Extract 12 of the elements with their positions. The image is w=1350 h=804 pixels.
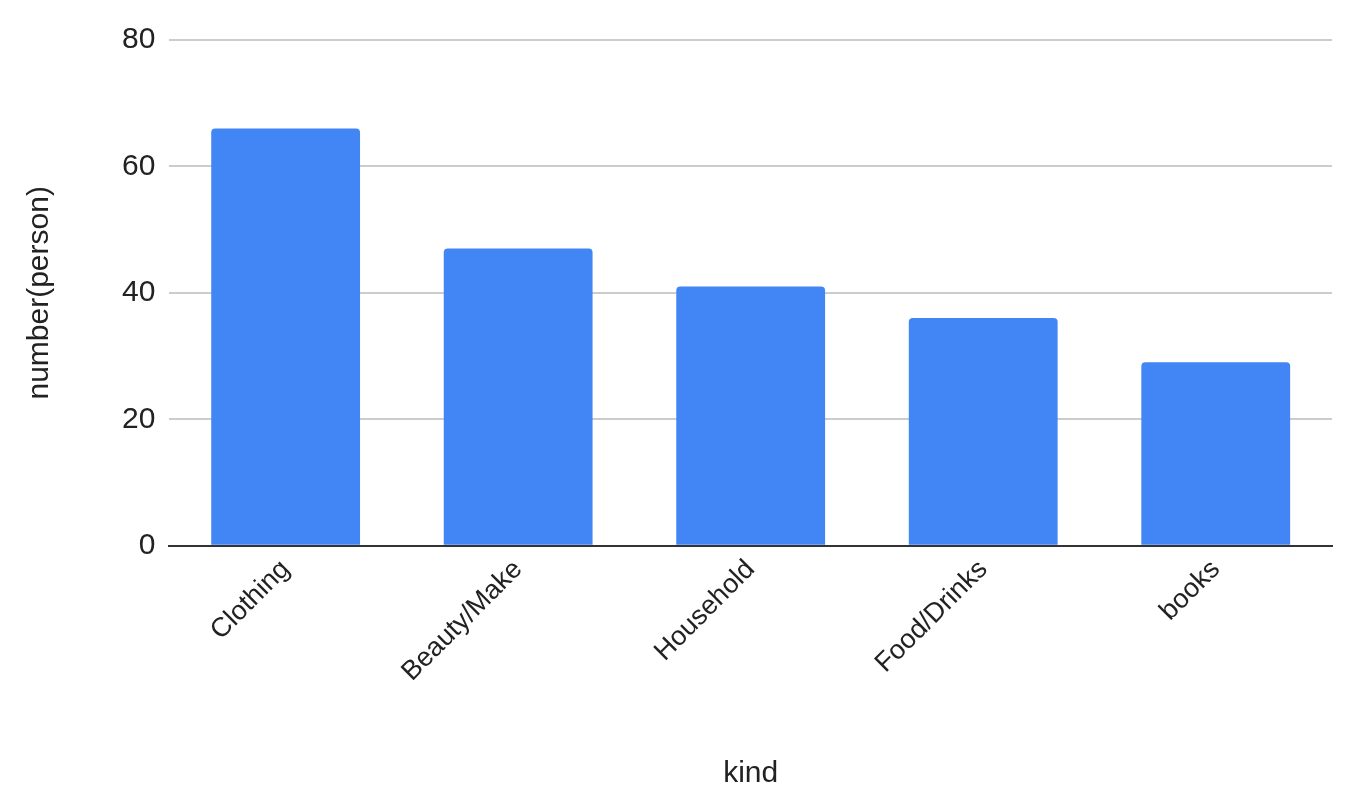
bar [443,248,593,545]
x-axis-title: kind [723,755,779,789]
bar [211,128,361,545]
y-tick-label: 0 [138,526,156,560]
y-tick-label: 40 [121,274,156,308]
bar [908,318,1058,545]
y-axis-title: number(person) [21,186,55,400]
bar [676,286,826,545]
bar [1141,362,1291,545]
y-tick-label: 20 [121,400,156,434]
y-tick-label: 60 [121,147,156,181]
y-tick-label: 80 [121,21,156,55]
